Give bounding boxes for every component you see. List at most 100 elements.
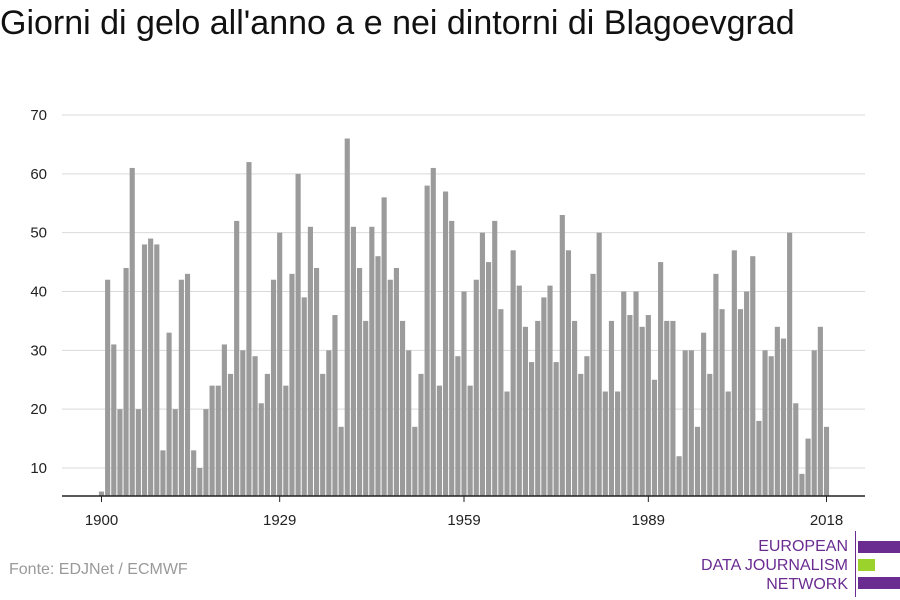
bar-2008 — [762, 350, 768, 496]
bar-1919 — [215, 385, 221, 496]
bar-1972 — [541, 297, 547, 496]
logo-line-1: EUROPEAN — [758, 538, 848, 555]
bar-2014 — [799, 473, 805, 496]
bar-2012 — [787, 232, 793, 496]
y-tick-label-20: 20 — [30, 401, 47, 418]
bars — [98, 138, 830, 497]
bar-1967 — [510, 250, 516, 496]
bar-1982 — [602, 391, 608, 496]
logo-bar-top — [858, 541, 900, 553]
bar-2015 — [805, 438, 811, 496]
bar-1908 — [148, 238, 154, 497]
bar-1970 — [529, 362, 535, 496]
bar-2000 — [713, 273, 719, 496]
bar-1947 — [387, 279, 393, 496]
bar-1949 — [399, 320, 406, 496]
bar-1965 — [498, 309, 504, 496]
bar-1937 — [326, 350, 332, 496]
logo-divider — [855, 531, 856, 597]
x-tick-label-1900: 1900 — [85, 512, 118, 529]
bar-1985 — [621, 291, 627, 496]
bar-1973 — [547, 285, 553, 496]
bar-1950 — [406, 350, 412, 496]
bar-1988 — [639, 326, 645, 496]
bar-2013 — [793, 403, 799, 496]
bar-1915 — [191, 450, 197, 496]
bar-1922 — [234, 220, 240, 496]
bar-2011 — [780, 338, 787, 496]
x-tick-label-2018: 2018 — [810, 512, 843, 529]
bar-1945 — [375, 256, 381, 496]
bar-1907 — [141, 244, 148, 496]
bar-1986 — [627, 315, 633, 496]
x-axis-ticks: 1900 1929 1959 1989 2018 — [85, 496, 843, 529]
bar-2005 — [744, 291, 750, 496]
bar-1994 — [676, 456, 682, 496]
bar-1983 — [608, 320, 615, 496]
edjnet-logo[interactable]: EUROPEAN DATA JOURNALISM NETWORK — [690, 531, 900, 597]
bar-1934 — [307, 226, 313, 497]
bar-1923 — [240, 350, 246, 496]
bar-1917 — [203, 409, 209, 496]
bar-1925 — [252, 356, 258, 496]
bar-1960 — [467, 385, 473, 496]
bar-1978 — [578, 373, 584, 496]
bar-1906 — [135, 409, 141, 496]
bar-1956 — [442, 191, 449, 496]
bar-1989 — [645, 315, 651, 496]
logo-line-3: NETWORK — [766, 576, 848, 593]
bar-2003 — [731, 250, 737, 496]
bar-1938 — [332, 315, 338, 496]
bar-1941 — [350, 226, 356, 497]
bar-2001 — [719, 309, 725, 496]
bar-1914 — [184, 273, 191, 496]
bar-1957 — [449, 220, 455, 496]
y-tick-label-10: 10 — [30, 460, 47, 477]
bar-2004 — [737, 309, 744, 496]
bar-1954 — [430, 167, 436, 496]
bar-1993 — [670, 320, 676, 496]
bar-2018 — [823, 426, 830, 496]
bar-1953 — [424, 185, 430, 496]
bar-1987 — [633, 291, 639, 496]
bar-1981 — [596, 232, 602, 496]
bar-1977 — [572, 320, 578, 496]
bar-1976 — [565, 250, 572, 496]
bar-1903 — [117, 409, 123, 496]
bar-1927 — [264, 373, 270, 496]
bar-1996 — [688, 350, 694, 496]
bar-1984 — [615, 391, 621, 496]
bar-1940 — [344, 138, 350, 497]
bar-1963 — [486, 262, 492, 496]
y-axis-ticks: 10 20 30 40 50 60 70 — [30, 107, 47, 477]
bar-1912 — [172, 409, 178, 496]
bar-1913 — [178, 279, 184, 496]
bar-1921 — [227, 373, 234, 496]
bar-1962 — [479, 232, 486, 496]
bar-1916 — [197, 468, 203, 496]
bar-1901 — [105, 279, 111, 496]
bar-1933 — [301, 297, 307, 496]
bar-1998 — [701, 332, 707, 496]
logo-bar-middle — [858, 559, 875, 571]
bar-1928 — [270, 279, 277, 496]
bar-2009 — [768, 356, 774, 496]
bar-1939 — [338, 426, 344, 496]
bar-2016 — [811, 350, 817, 496]
bar-1952 — [418, 373, 424, 496]
bar-1943 — [363, 320, 369, 496]
y-tick-label-50: 50 — [30, 225, 47, 242]
bar-1974 — [553, 362, 559, 496]
bar-1946 — [381, 197, 387, 496]
bar-1990 — [651, 379, 658, 496]
bar-1991 — [658, 262, 664, 496]
bar-1964 — [492, 220, 498, 496]
y-tick-label-60: 60 — [30, 166, 47, 183]
chart-title: Giorni di gelo all'anno a e nei dintorni… — [0, 4, 795, 42]
bar-1910 — [160, 450, 166, 496]
bar-1958 — [455, 356, 461, 496]
bar-2007 — [756, 420, 762, 496]
logo-bar-bottom — [858, 577, 900, 589]
bar-1905 — [129, 167, 135, 496]
x-tick-label-1989: 1989 — [632, 512, 665, 529]
